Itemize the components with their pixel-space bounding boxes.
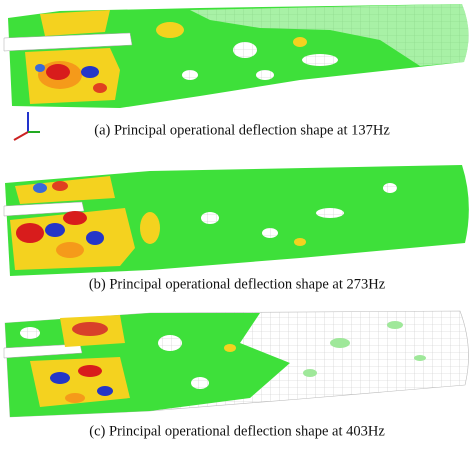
yellow-zone <box>10 208 135 270</box>
red-spot <box>72 322 108 336</box>
slot <box>3 32 133 52</box>
light-green-spot <box>414 355 426 361</box>
axis-triad <box>13 112 40 141</box>
red-spot <box>93 83 107 93</box>
caption: (c) Principal operational deflection sha… <box>89 423 385 439</box>
red-spot <box>52 181 68 191</box>
light-green-spot <box>330 338 350 348</box>
yellow-spot <box>224 344 236 352</box>
white-spot <box>233 42 257 58</box>
caption: (a) Principal operational deflection sha… <box>94 122 390 138</box>
mesh-patch <box>190 4 469 66</box>
red-spot <box>46 64 70 80</box>
blue-spot <box>97 386 113 396</box>
yellow-spot <box>156 22 184 38</box>
white-spot <box>316 208 344 218</box>
yellow-zone <box>40 10 110 36</box>
orange-spot <box>56 242 84 258</box>
light-green-spot <box>387 321 403 329</box>
yellow-zone <box>15 176 115 204</box>
blue-spot <box>81 66 99 78</box>
slot <box>3 201 85 217</box>
blue-spot <box>50 372 70 384</box>
panel-b <box>3 165 469 276</box>
panel-c <box>3 310 469 418</box>
white-spot <box>262 228 278 238</box>
yellow-spot <box>293 37 307 47</box>
white-spot <box>20 327 40 339</box>
axis-x <box>13 131 29 141</box>
white-spot <box>256 70 274 80</box>
caption: (b) Principal operational deflection sha… <box>89 276 386 292</box>
white-spot <box>201 212 219 224</box>
blue-spot <box>35 64 45 72</box>
blue-spot <box>45 223 65 237</box>
red-spot <box>16 223 44 243</box>
blue-spot <box>33 183 47 193</box>
slot <box>3 343 83 359</box>
white-spot <box>182 70 198 80</box>
yellow-spot <box>294 238 306 246</box>
white-spot <box>191 377 209 389</box>
red-spot <box>63 211 87 225</box>
white-spot <box>302 54 338 66</box>
yellow-spot <box>140 212 160 244</box>
white-spot <box>383 183 397 193</box>
white-spot <box>158 335 182 351</box>
panel-a <box>3 4 469 108</box>
red-spot <box>78 365 102 377</box>
blue-spot <box>86 231 104 245</box>
orange-spot <box>65 393 85 403</box>
light-green-spot <box>303 369 317 377</box>
